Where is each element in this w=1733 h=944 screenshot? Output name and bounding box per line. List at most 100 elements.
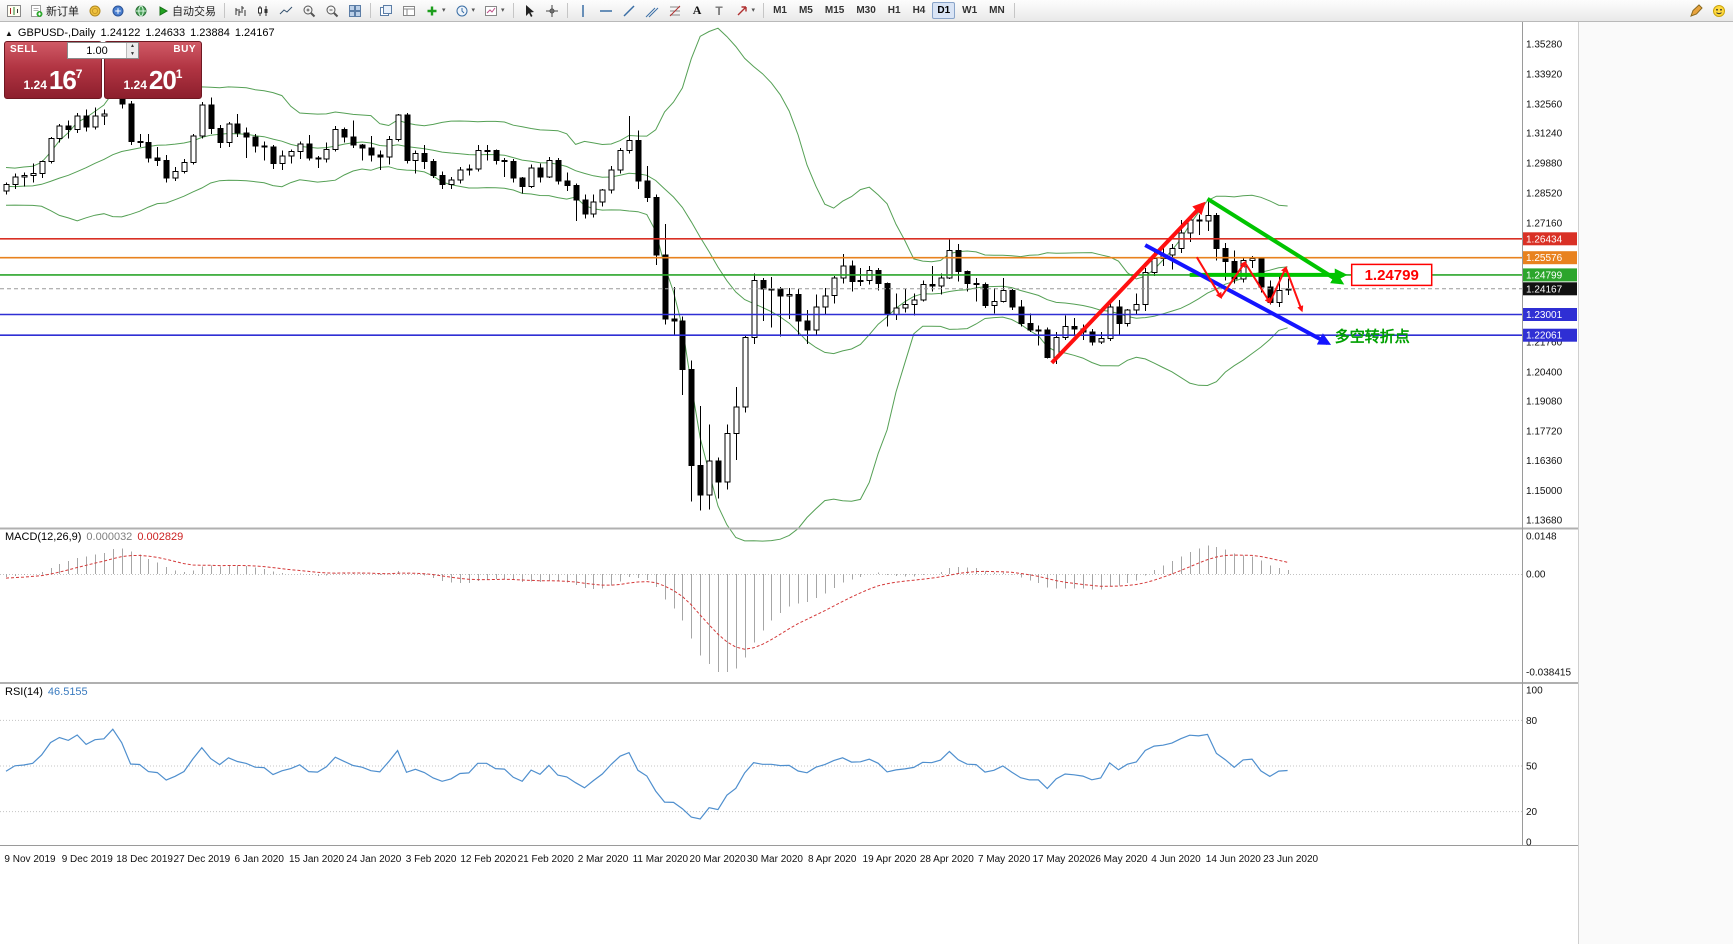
drawing-rally-arrow[interactable] — [1050, 201, 1206, 365]
timeframe-m30[interactable]: M30 — [856, 5, 876, 16]
tile-windows-icon — [349, 4, 361, 17]
new-order-button[interactable]: 新订单 — [26, 1, 83, 21]
trend-drawings[interactable]: 1.24799 多空转折点 — [1050, 197, 1433, 365]
date-label: 26 May 2020 — [1090, 854, 1148, 865]
macd-scale-zero: 0.00 — [1526, 570, 1546, 581]
price-tag-label: 1.24799 — [1526, 270, 1563, 281]
cursor-tool-button[interactable] — [518, 1, 540, 21]
indicators-button[interactable]: ▾ — [421, 1, 450, 21]
fibonacci-tool-button[interactable] — [664, 1, 686, 21]
timeframe-d1[interactable]: D1 — [932, 2, 956, 19]
trendline-icon — [623, 4, 635, 17]
date-label: 3 Feb 2020 — [406, 854, 457, 865]
drawing-resistance-trendline[interactable] — [1206, 197, 1345, 285]
data-window-button[interactable] — [398, 1, 420, 21]
timeframe-h4[interactable]: H4 — [912, 5, 926, 16]
chart-open-value: 1.24122 — [100, 27, 141, 39]
cascade-windows-button[interactable] — [375, 1, 397, 21]
autotrading-button[interactable]: 自动交易 — [153, 1, 220, 21]
price-scale-label: 1.32560 — [1526, 99, 1563, 110]
volume-input[interactable] — [68, 43, 126, 58]
candlestick-icon — [258, 5, 268, 16]
zoom-out-button[interactable] — [321, 1, 343, 21]
timeframe-m15[interactable]: M15 — [824, 5, 845, 16]
drawing-breakdown-arrow[interactable] — [1144, 243, 1332, 345]
new-chart-button[interactable] — [3, 1, 25, 21]
timeframe-h1[interactable]: H1 — [887, 5, 901, 16]
chart-header: ▲ GBPUSD-,Daily 1.24122 1.24633 1.23884 … — [5, 27, 275, 39]
price-scale-label: 1.28520 — [1526, 188, 1563, 199]
channel-tool-button[interactable] — [641, 1, 663, 21]
price-tag-1.24799 — [1523, 268, 1577, 282]
crosshair-icon — [545, 4, 558, 17]
price-callout-box[interactable] — [1350, 263, 1433, 287]
vertical-line-tool-button[interactable] — [572, 1, 594, 21]
bar-chart-mode-button[interactable] — [229, 1, 251, 21]
pivot-annotation-text[interactable]: 多空转折点 — [1335, 328, 1410, 346]
trendline-tool-button[interactable] — [618, 1, 640, 21]
price-tag-label: 1.24167 — [1526, 284, 1563, 295]
zoom-in-button[interactable] — [298, 1, 320, 21]
drawing-zigzag-swings[interactable] — [1195, 256, 1304, 313]
chart-canvas[interactable]: 1.24799 多空转折点 1.35280 1.33920 1.32560 1.31240… — [0, 22, 1578, 944]
templates-button[interactable]: ▾ — [480, 1, 509, 21]
price-scale-label: 1.35280 — [1526, 40, 1563, 51]
sentiment-button[interactable] — [1708, 1, 1730, 21]
crosshair-tool-button[interactable] — [541, 1, 563, 21]
community-button[interactable] — [107, 1, 129, 21]
price-tag-1.22061 — [1523, 328, 1577, 342]
timeframe-m5[interactable]: M5 — [798, 5, 813, 16]
price-tag-1.25576 — [1523, 251, 1577, 265]
toolbar-separator — [763, 3, 765, 18]
tile-windows-button[interactable] — [344, 1, 366, 21]
price-scale-label: 1.17720 — [1526, 426, 1563, 437]
price-tag-label: 1.22061 — [1526, 331, 1563, 342]
draw-pencil-button[interactable] — [1685, 1, 1707, 21]
rsi-scale-label: 50 — [1526, 762, 1538, 773]
timeframe-mn[interactable]: MN — [989, 5, 1005, 16]
date-label: 7 May 2020 — [978, 854, 1031, 865]
webterminal-button[interactable] — [130, 1, 152, 21]
price-scale[interactable]: 1.35280 1.33920 1.32560 1.31240 1.29880 1.285… — [1523, 40, 1577, 849]
channel-icon — [645, 7, 658, 17]
macd-scale-max: 0.0148 — [1526, 532, 1557, 543]
horizontal-line-icon — [599, 9, 612, 12]
date-label: 19 Apr 2020 — [863, 854, 917, 865]
price-tag-1.26434 — [1523, 232, 1577, 246]
label-tool-button[interactable]: T — [709, 1, 730, 21]
price-scale-label: 1.29880 — [1526, 158, 1563, 169]
one-click-collapse-arrow[interactable]: ▲ — [5, 28, 13, 38]
chart-close-value: 1.24167 — [234, 27, 275, 39]
line-chart-mode-button[interactable] — [275, 1, 297, 21]
chart-window[interactable]: 1.24799 多空转折点 1.35280 1.33920 1.32560 1.31240… — [0, 22, 1578, 944]
rsi-scale-label: 80 — [1526, 716, 1538, 727]
chart-high-value: 1.24633 — [145, 27, 186, 39]
date-label: 8 Apr 2020 — [808, 854, 857, 865]
deposit-button[interactable] — [84, 1, 106, 21]
text-tool-button[interactable]: A — [687, 1, 708, 21]
new-order-icon — [31, 4, 43, 17]
new-order-label: 新订单 — [46, 5, 79, 18]
timeframe-m1[interactable]: M1 — [773, 5, 787, 16]
text-tool-icon: A — [692, 3, 702, 17]
date-axis[interactable]: 9 Nov 2019 9 Dec 2019 18 Dec 2019 27 Dec 20… — [4, 854, 1318, 865]
macd-scale-min: -0.038415 — [1526, 668, 1571, 679]
dropdown-caret-icon: ▾ — [501, 7, 505, 14]
pencil-icon — [1690, 3, 1703, 17]
arrows-tool-button[interactable]: ▾ — [731, 1, 760, 21]
periods-button[interactable]: ▾ — [451, 1, 480, 21]
price-scale-label: 1.15000 — [1526, 486, 1563, 497]
toolbar-separator — [512, 3, 514, 18]
date-label: 12 Feb 2020 — [460, 854, 517, 865]
candlestick-mode-button[interactable] — [252, 1, 274, 21]
timeframe-w1[interactable]: W1 — [962, 5, 978, 16]
sell-price: 1.24167 — [23, 65, 83, 95]
volume-up-button[interactable]: ▲ — [127, 43, 138, 51]
date-label: 11 Mar 2020 — [633, 854, 689, 865]
date-label: 9 Nov 2019 — [4, 854, 56, 865]
volume-down-button[interactable]: ▼ — [127, 50, 138, 58]
horizontal-line-tool-button[interactable] — [595, 1, 617, 21]
volume-steppers: ▲ ▼ — [126, 43, 138, 58]
zoom-out-icon — [326, 5, 339, 17]
